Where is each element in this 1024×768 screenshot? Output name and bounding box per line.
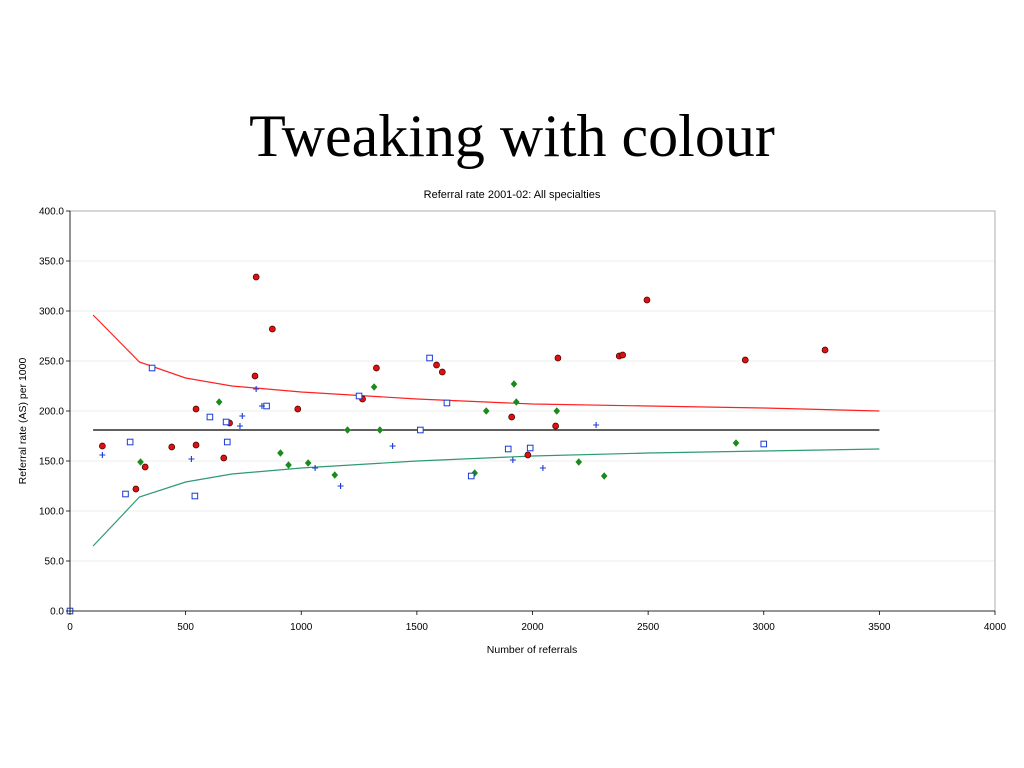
data-point-plus	[258, 403, 265, 409]
data-point-plus	[239, 413, 246, 419]
data-point-circle	[141, 463, 149, 471]
data-point-plus	[236, 423, 243, 429]
data-point-diamond	[370, 383, 378, 391]
data-point-diamond	[510, 380, 518, 388]
y-tick-label: 150.0	[39, 457, 64, 468]
data-point-square	[148, 364, 156, 372]
data-point-square	[426, 354, 433, 362]
data-point-diamond	[482, 407, 490, 415]
data-point-circle	[741, 356, 749, 364]
data-point-circle	[294, 405, 302, 413]
x-tick-label: 3500	[868, 622, 891, 633]
x-axis-label: Number of referrals	[487, 644, 577, 656]
data-point-square	[467, 472, 475, 480]
gridlines	[70, 260, 995, 562]
data-point-circle	[438, 368, 446, 376]
data-point-diamond	[600, 472, 608, 480]
data-point-circle	[433, 361, 440, 369]
data-point-plus	[99, 452, 106, 458]
data-point-circle	[552, 422, 559, 430]
x-tick-label: 3000	[753, 622, 776, 633]
data-point-circle	[251, 372, 259, 380]
upper-limit-line	[92, 314, 880, 412]
y-tick-label: 50.0	[45, 557, 65, 568]
data-point-square	[191, 492, 199, 500]
data-point-diamond	[277, 449, 284, 457]
x-tick-label: 2000	[521, 622, 544, 633]
x-tick-label: 1000	[290, 622, 313, 633]
lower-limit-line	[92, 448, 880, 547]
data-point-circle	[619, 351, 627, 359]
data-point-square	[526, 444, 534, 452]
x-tick-label: 500	[177, 622, 194, 633]
data-point-diamond	[285, 461, 292, 469]
y-axis-label: Referral rate (AS) per 1000	[17, 358, 29, 485]
data-point-circle	[524, 451, 532, 459]
data-point-circle	[99, 442, 106, 450]
data-point-square	[206, 413, 214, 421]
data-point-diamond	[344, 426, 351, 434]
y-tick-label: 0.0	[50, 607, 64, 618]
data-point-diamond	[575, 458, 583, 466]
data-point-plus	[539, 465, 546, 471]
y-tick-label: 100.0	[39, 507, 64, 518]
y-tick-label: 250.0	[39, 357, 64, 368]
data-point-circle	[168, 443, 176, 451]
x-tick-label: 2500	[637, 622, 660, 633]
data-point-circle	[132, 485, 140, 493]
data-point-square	[443, 399, 451, 407]
data-point-diamond	[137, 458, 144, 466]
slide-title: Tweaking with colour	[249, 103, 775, 169]
data-point-plus	[253, 386, 260, 392]
data-point-circle	[643, 296, 651, 304]
y-tick-label: 200.0	[39, 407, 64, 418]
data-points	[66, 273, 829, 615]
data-point-diamond	[376, 426, 384, 434]
y-tick-label: 400.0	[39, 207, 64, 218]
x-tick-label: 1500	[406, 622, 429, 633]
data-point-diamond	[513, 398, 520, 406]
x-tick-label: 0	[67, 622, 73, 633]
chart-title: Referral rate 2001-02: All specialties	[424, 189, 601, 201]
data-point-plus	[593, 422, 600, 428]
data-point-diamond	[732, 439, 740, 447]
x-tick-label: 4000	[984, 622, 1007, 633]
data-point-square	[504, 445, 512, 453]
y-tick-label: 350.0	[39, 257, 64, 268]
data-point-square	[355, 392, 363, 400]
data-point-square	[126, 438, 134, 446]
data-point-circle	[252, 273, 260, 281]
data-point-plus	[337, 483, 344, 489]
data-point-square	[222, 418, 230, 426]
data-point-plus	[312, 465, 319, 471]
data-point-circle	[821, 346, 829, 354]
data-point-circle	[373, 364, 380, 372]
data-point-plus	[188, 456, 195, 462]
data-point-diamond	[331, 471, 339, 479]
data-point-diamond	[553, 407, 561, 415]
data-point-diamond	[215, 398, 223, 406]
data-point-circle	[220, 454, 228, 462]
data-point-plus	[509, 457, 516, 463]
data-point-diamond	[304, 459, 312, 467]
data-point-circle	[192, 405, 200, 413]
data-point-circle	[508, 413, 516, 421]
data-point-plus	[389, 443, 396, 449]
data-point-square	[760, 440, 768, 448]
y-tick-label: 300.0	[39, 307, 64, 318]
data-point-square	[122, 490, 129, 498]
data-point-square	[417, 426, 424, 434]
data-point-circle	[268, 325, 276, 333]
data-point-circle	[554, 354, 562, 362]
data-point-circle	[192, 441, 200, 449]
axes: 0.0 50.0 100.0 150.0 200.0 250.0 300.0 350.0 400…	[39, 207, 1007, 634]
data-point-square	[223, 438, 231, 446]
